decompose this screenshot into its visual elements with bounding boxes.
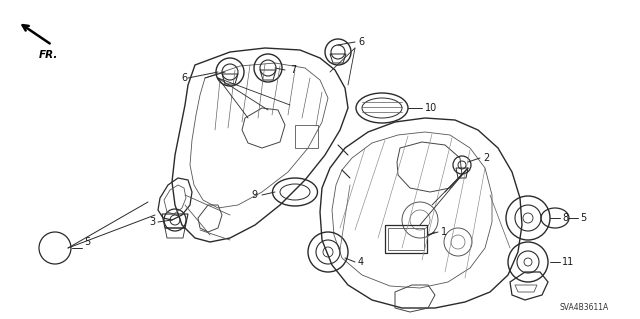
Text: 7: 7: [290, 65, 296, 75]
Text: 9: 9: [252, 190, 258, 200]
Text: 5: 5: [580, 213, 586, 223]
Text: 10: 10: [425, 103, 437, 113]
Text: FR.: FR.: [38, 50, 58, 60]
Text: 6: 6: [358, 37, 364, 47]
Text: 3: 3: [149, 217, 155, 227]
Text: 5: 5: [84, 237, 90, 247]
Text: 6: 6: [182, 73, 188, 83]
Text: 1: 1: [441, 227, 447, 237]
Text: 8: 8: [562, 213, 568, 223]
Text: 4: 4: [358, 257, 364, 267]
Text: 11: 11: [562, 257, 574, 267]
Text: SVA4B3611A: SVA4B3611A: [560, 303, 609, 313]
Text: 2: 2: [483, 153, 489, 163]
